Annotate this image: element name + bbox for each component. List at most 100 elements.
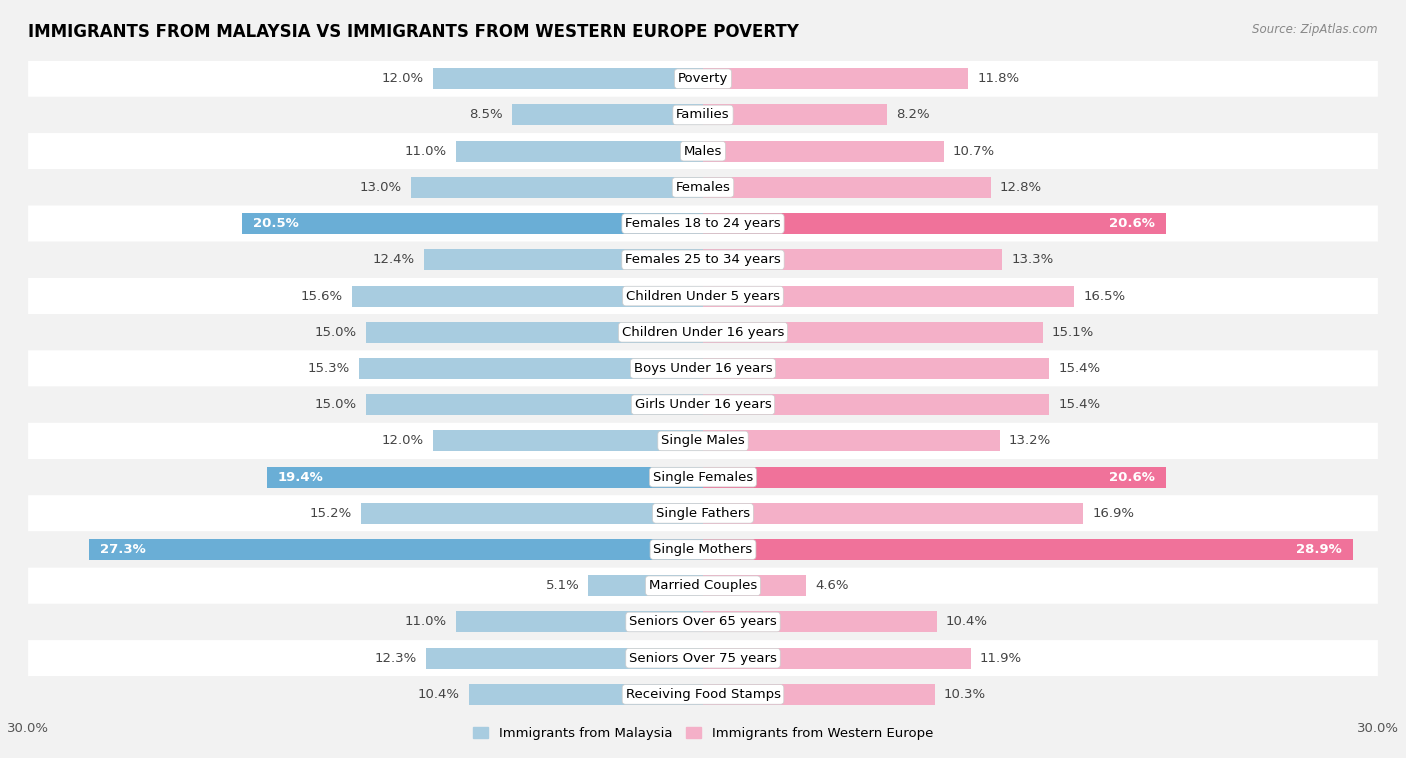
Bar — [456, 141, 703, 161]
FancyBboxPatch shape — [28, 676, 1378, 713]
Text: 10.4%: 10.4% — [946, 615, 988, 628]
Bar — [703, 286, 1074, 306]
Text: Single Females: Single Females — [652, 471, 754, 484]
Bar — [703, 321, 1043, 343]
Bar — [426, 647, 703, 669]
FancyBboxPatch shape — [28, 278, 1378, 314]
Text: 12.0%: 12.0% — [382, 434, 425, 447]
Text: 15.0%: 15.0% — [315, 398, 357, 411]
Text: Single Fathers: Single Fathers — [657, 507, 749, 520]
Bar — [703, 684, 935, 705]
Text: 20.6%: 20.6% — [1109, 217, 1156, 230]
Bar — [703, 213, 1167, 234]
FancyBboxPatch shape — [28, 133, 1378, 169]
Bar — [470, 684, 703, 705]
Bar — [703, 394, 1049, 415]
Text: Married Couples: Married Couples — [650, 579, 756, 592]
Text: 16.9%: 16.9% — [1092, 507, 1135, 520]
Text: 15.6%: 15.6% — [301, 290, 343, 302]
Text: 12.3%: 12.3% — [375, 652, 418, 665]
Bar — [425, 249, 703, 271]
Bar — [703, 105, 887, 126]
Text: Single Mothers: Single Mothers — [654, 543, 752, 556]
Bar — [703, 467, 1167, 487]
Legend: Immigrants from Malaysia, Immigrants from Western Europe: Immigrants from Malaysia, Immigrants fro… — [467, 722, 939, 745]
FancyBboxPatch shape — [28, 459, 1378, 495]
FancyBboxPatch shape — [28, 242, 1378, 278]
FancyBboxPatch shape — [28, 495, 1378, 531]
Text: Children Under 16 years: Children Under 16 years — [621, 326, 785, 339]
Text: 12.0%: 12.0% — [382, 72, 425, 85]
FancyBboxPatch shape — [28, 531, 1378, 568]
Text: 10.4%: 10.4% — [418, 688, 460, 701]
FancyBboxPatch shape — [28, 423, 1378, 459]
Text: 15.4%: 15.4% — [1059, 398, 1101, 411]
Text: Poverty: Poverty — [678, 72, 728, 85]
Text: Single Males: Single Males — [661, 434, 745, 447]
Text: 20.5%: 20.5% — [253, 217, 299, 230]
Bar — [366, 321, 703, 343]
Text: 15.2%: 15.2% — [309, 507, 352, 520]
Text: 10.7%: 10.7% — [953, 145, 995, 158]
Bar — [433, 431, 703, 452]
Text: IMMIGRANTS FROM MALAYSIA VS IMMIGRANTS FROM WESTERN EUROPE POVERTY: IMMIGRANTS FROM MALAYSIA VS IMMIGRANTS F… — [28, 23, 799, 41]
Bar — [267, 467, 703, 487]
Text: Males: Males — [683, 145, 723, 158]
FancyBboxPatch shape — [28, 205, 1378, 242]
FancyBboxPatch shape — [28, 568, 1378, 604]
Text: 8.2%: 8.2% — [897, 108, 931, 121]
Bar — [703, 539, 1353, 560]
Text: Receiving Food Stamps: Receiving Food Stamps — [626, 688, 780, 701]
Bar — [433, 68, 703, 89]
Text: 27.3%: 27.3% — [100, 543, 146, 556]
Text: 11.9%: 11.9% — [980, 652, 1022, 665]
Text: Source: ZipAtlas.com: Source: ZipAtlas.com — [1253, 23, 1378, 36]
Text: 11.0%: 11.0% — [405, 615, 447, 628]
Text: 12.4%: 12.4% — [373, 253, 415, 266]
Bar — [703, 612, 936, 632]
Bar — [366, 394, 703, 415]
Text: 19.4%: 19.4% — [278, 471, 323, 484]
FancyBboxPatch shape — [28, 169, 1378, 205]
Text: Seniors Over 75 years: Seniors Over 75 years — [628, 652, 778, 665]
Bar — [703, 249, 1002, 271]
Text: Children Under 5 years: Children Under 5 years — [626, 290, 780, 302]
Bar — [89, 539, 703, 560]
Text: Females 18 to 24 years: Females 18 to 24 years — [626, 217, 780, 230]
Text: 11.0%: 11.0% — [405, 145, 447, 158]
Bar — [703, 431, 1000, 452]
Text: 16.5%: 16.5% — [1083, 290, 1125, 302]
FancyBboxPatch shape — [28, 61, 1378, 97]
Text: 13.3%: 13.3% — [1011, 253, 1053, 266]
Text: 15.4%: 15.4% — [1059, 362, 1101, 375]
Text: 15.0%: 15.0% — [315, 326, 357, 339]
Bar — [456, 612, 703, 632]
Text: Females: Females — [675, 181, 731, 194]
Bar — [703, 141, 943, 161]
Bar — [242, 213, 703, 234]
Bar — [588, 575, 703, 597]
Bar — [703, 647, 970, 669]
Text: 5.1%: 5.1% — [546, 579, 579, 592]
Bar — [703, 68, 969, 89]
Text: 4.6%: 4.6% — [815, 579, 849, 592]
Bar — [703, 358, 1049, 379]
FancyBboxPatch shape — [28, 387, 1378, 423]
Text: 15.1%: 15.1% — [1052, 326, 1094, 339]
Text: 8.5%: 8.5% — [470, 108, 503, 121]
Text: Boys Under 16 years: Boys Under 16 years — [634, 362, 772, 375]
Text: 28.9%: 28.9% — [1296, 543, 1341, 556]
Bar — [703, 575, 807, 597]
FancyBboxPatch shape — [28, 97, 1378, 133]
Bar — [703, 177, 991, 198]
Text: Seniors Over 65 years: Seniors Over 65 years — [628, 615, 778, 628]
Bar — [512, 105, 703, 126]
Bar — [411, 177, 703, 198]
Text: 20.6%: 20.6% — [1109, 471, 1156, 484]
Text: 12.8%: 12.8% — [1000, 181, 1042, 194]
Text: Girls Under 16 years: Girls Under 16 years — [634, 398, 772, 411]
Text: 10.3%: 10.3% — [943, 688, 986, 701]
FancyBboxPatch shape — [28, 640, 1378, 676]
Text: 13.0%: 13.0% — [360, 181, 402, 194]
Text: Families: Families — [676, 108, 730, 121]
